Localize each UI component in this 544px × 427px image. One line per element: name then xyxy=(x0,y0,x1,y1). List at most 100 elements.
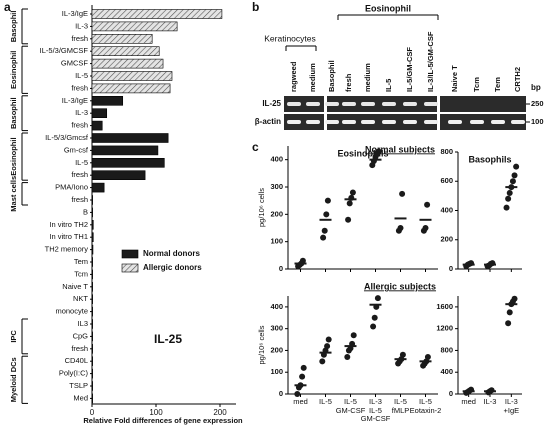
lane-label: Basophil xyxy=(327,60,336,92)
gel-band xyxy=(470,120,484,124)
dot xyxy=(509,178,516,185)
bar xyxy=(91,21,178,32)
bar xyxy=(91,381,93,391)
dot xyxy=(511,295,518,302)
category-label: fresh xyxy=(71,170,88,179)
bar xyxy=(91,195,93,205)
dot xyxy=(399,351,406,358)
dot xyxy=(511,172,518,179)
gel-strip xyxy=(284,96,324,112)
lane-label: CRTH2 xyxy=(513,67,522,92)
y-tick-label: 400 xyxy=(270,302,283,311)
bar xyxy=(91,46,160,57)
dot xyxy=(345,216,352,223)
dot xyxy=(294,391,301,397)
bar xyxy=(91,306,93,317)
category-label: IL-5/3/GMCSF xyxy=(40,46,89,55)
dot xyxy=(299,257,306,264)
dot xyxy=(325,336,332,343)
gel-band xyxy=(361,120,375,124)
y-tick-label: 0 xyxy=(279,264,283,273)
category-label: In vitro TH2 xyxy=(49,220,88,229)
lane-label: medium xyxy=(363,63,372,92)
category-label: fresh xyxy=(71,83,88,92)
dot xyxy=(488,387,495,394)
bar xyxy=(91,158,165,168)
gel-band xyxy=(382,102,396,106)
size-label: 100 xyxy=(531,117,544,126)
dot xyxy=(344,353,351,360)
dot xyxy=(349,189,356,196)
dot xyxy=(319,358,326,365)
lane-label: Naive T xyxy=(450,65,459,92)
y-tick-label: 400 xyxy=(440,367,453,376)
category-label: monocyte xyxy=(55,307,88,316)
y-tick-label: 0 xyxy=(449,264,453,273)
panel-label: a xyxy=(4,0,11,14)
legend-swatch xyxy=(121,249,139,259)
y-tick-label: 300 xyxy=(270,182,283,191)
category-label: TH2 memory xyxy=(45,245,89,254)
y-tick-label: 200 xyxy=(270,209,283,218)
gel-band xyxy=(491,120,505,124)
y-tick-label: 300 xyxy=(270,324,283,333)
gel-subheader: Keratinocytes xyxy=(264,33,316,43)
category-label: GMCSF xyxy=(61,59,89,68)
dot xyxy=(506,309,513,316)
category-label: IL-3/IgE xyxy=(62,96,88,105)
dot xyxy=(422,225,429,231)
gel-band xyxy=(325,102,339,106)
gel-strip xyxy=(440,96,526,112)
category-label: fresh xyxy=(71,344,88,353)
dot xyxy=(370,323,377,330)
dot xyxy=(505,195,512,202)
size-label: 250 xyxy=(531,99,544,108)
gel-band xyxy=(448,120,462,124)
bar xyxy=(91,96,124,106)
x-tick-label: IL-5 Eotaxin-2 xyxy=(409,397,442,415)
bar xyxy=(91,182,105,193)
x-tick-label: IL-3 xyxy=(483,397,497,406)
unit-label: bp xyxy=(531,83,541,92)
lane-label: medium xyxy=(308,63,317,92)
gel-band xyxy=(306,102,320,106)
category-label: IL-5 xyxy=(75,71,88,80)
group-label: Mast cells xyxy=(9,176,18,212)
category-label: fresh xyxy=(71,195,88,204)
y-tick-label: 1200 xyxy=(436,324,453,333)
gel-band xyxy=(287,120,301,124)
x-axis-label: Relative Fold differences of gene expres… xyxy=(83,416,243,425)
category-label: Med xyxy=(73,393,88,402)
y-tick-label: 0 xyxy=(449,389,453,398)
bar xyxy=(91,331,93,342)
group-label: Eosinophil xyxy=(9,51,18,89)
bar xyxy=(91,145,159,156)
group-label: Basophil xyxy=(9,11,18,43)
gel-band xyxy=(342,102,356,106)
category-label: Poly(I:C) xyxy=(59,369,89,378)
bar xyxy=(91,368,93,379)
annotation: IL-25 xyxy=(154,332,182,346)
group-label: Myeloid DCs xyxy=(9,357,18,402)
bar xyxy=(91,269,93,280)
y-tick-label: 0 xyxy=(279,389,283,398)
gel-band xyxy=(361,102,375,106)
group-label: IPC xyxy=(9,330,18,343)
lane-label: IL-5 xyxy=(384,79,393,92)
bar xyxy=(91,58,164,69)
gel-band xyxy=(382,120,396,124)
dot xyxy=(320,234,327,241)
dot xyxy=(375,148,382,155)
dot xyxy=(346,200,353,207)
bar xyxy=(91,244,94,255)
bar xyxy=(91,83,171,94)
group-heading: Allergic subjects xyxy=(364,281,436,291)
legend-label: Normal donors xyxy=(143,249,200,258)
category-label: Tcm xyxy=(74,269,88,278)
plot-title: Eosinophils xyxy=(337,148,388,158)
bar xyxy=(91,133,169,143)
dot xyxy=(506,189,513,196)
legend-swatch xyxy=(121,263,139,273)
